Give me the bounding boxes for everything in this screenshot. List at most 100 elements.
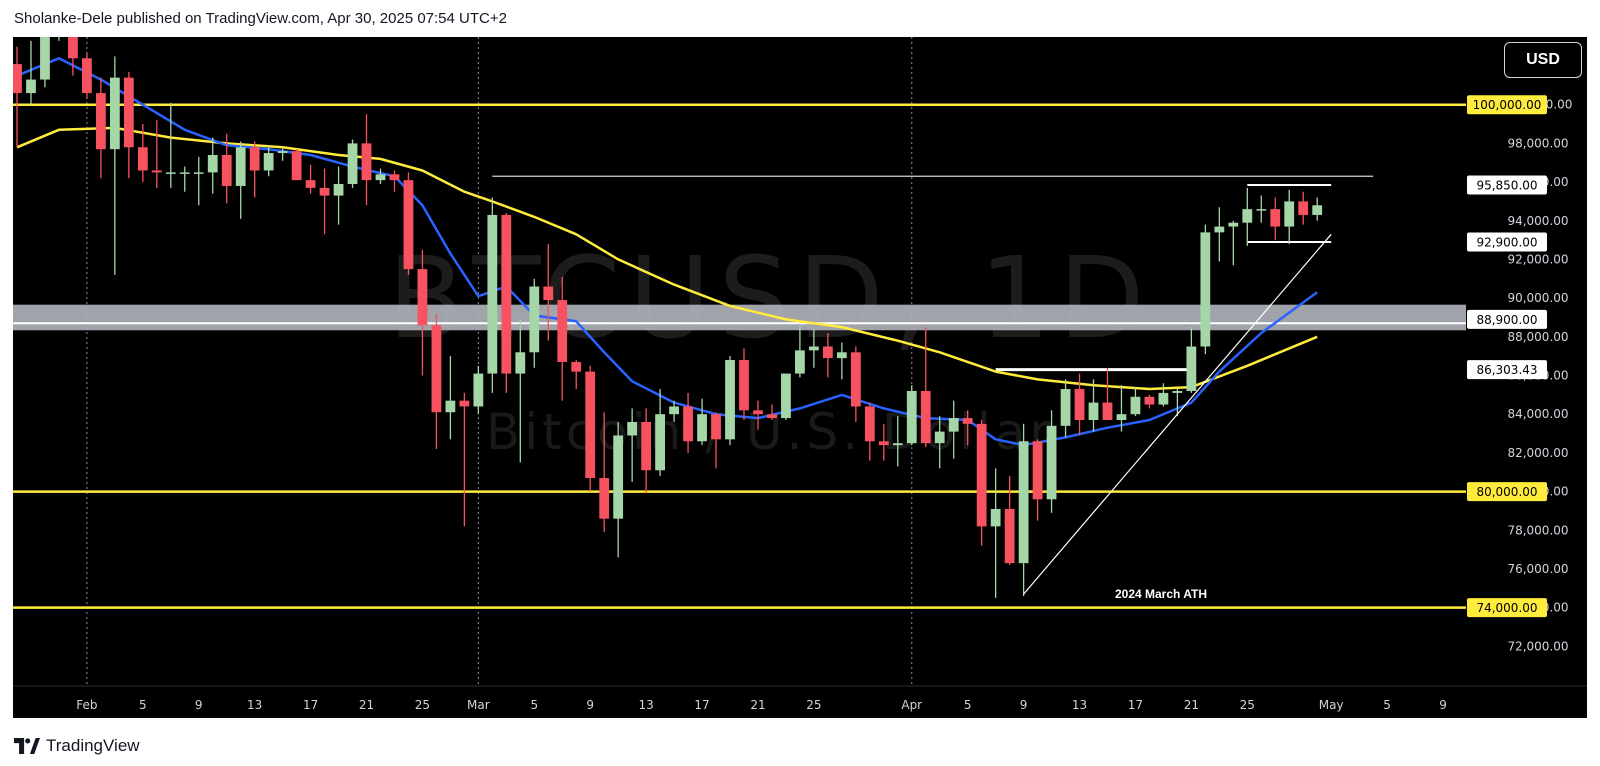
candle-down bbox=[767, 414, 777, 419]
candle-down bbox=[249, 147, 260, 171]
candle-up bbox=[948, 418, 959, 432]
time-tick-label: 13 bbox=[638, 698, 653, 712]
level-price-label: 80,000.00 bbox=[1476, 485, 1537, 499]
candle-up bbox=[347, 143, 358, 185]
candle-down bbox=[95, 93, 106, 150]
candle-down bbox=[711, 414, 721, 440]
candle-up bbox=[1130, 396, 1141, 415]
candle-up bbox=[613, 435, 624, 519]
plot-layer: BTCUSD, 1D Bitcoin / U.S. Dollar 2024 Marc… bbox=[13, 37, 1466, 685]
time-tick-label: 9 bbox=[195, 698, 203, 712]
candle-down bbox=[641, 421, 652, 471]
candle-up bbox=[1256, 209, 1267, 211]
candle-down bbox=[151, 170, 162, 173]
candle-down bbox=[850, 352, 861, 407]
range-top-price-label: 95,850.00 bbox=[1476, 178, 1537, 192]
candle-down bbox=[68, 37, 78, 59]
price-tick-label: 84,000.00 bbox=[1507, 407, 1568, 421]
time-tick-label: 21 bbox=[359, 698, 374, 712]
candle-up bbox=[655, 414, 665, 471]
candle-down bbox=[571, 361, 582, 372]
candle-up bbox=[263, 153, 274, 171]
candle-up bbox=[781, 373, 791, 419]
candle-up bbox=[809, 346, 819, 351]
time-tick-label: 5 bbox=[1383, 698, 1391, 712]
currency-button[interactable]: USD bbox=[1504, 42, 1582, 78]
candle-up bbox=[1284, 201, 1295, 227]
candle-up bbox=[193, 172, 204, 174]
candle-down bbox=[878, 441, 889, 446]
tradingview-footer: TradingView bbox=[14, 736, 140, 756]
time-tick-label: 25 bbox=[415, 698, 430, 712]
candle-down bbox=[739, 360, 749, 411]
price-tick-label: 82,000.00 bbox=[1507, 446, 1568, 460]
time-tick-label: 13 bbox=[1072, 698, 1087, 712]
candle-up bbox=[934, 431, 945, 444]
chart-area[interactable]: BTCUSD, 1D Bitcoin / U.S. Dollar 2024 Marc… bbox=[13, 37, 1587, 718]
candle-up bbox=[445, 400, 456, 413]
candle-up bbox=[795, 350, 805, 374]
candle-up bbox=[1116, 414, 1127, 420]
level-price-label: 74,000.00 bbox=[1476, 601, 1537, 615]
level-price-label-bg bbox=[1467, 598, 1547, 618]
time-tick-label: 9 bbox=[1020, 698, 1028, 712]
candle-up bbox=[40, 37, 50, 80]
candle-down bbox=[1102, 402, 1113, 420]
candle-down bbox=[753, 410, 763, 415]
candle-down bbox=[557, 300, 568, 362]
candle-down bbox=[431, 325, 442, 413]
candle-up bbox=[1186, 346, 1197, 391]
candle-up bbox=[515, 352, 526, 374]
candle-up bbox=[529, 286, 540, 353]
time-tick-label: 5 bbox=[964, 698, 972, 712]
candle-up bbox=[892, 443, 903, 446]
candle-up bbox=[697, 414, 707, 442]
candle-down bbox=[417, 269, 428, 326]
candle-up bbox=[1088, 402, 1099, 420]
level-price-label-bg bbox=[1467, 95, 1547, 115]
breakout-price-label-bg bbox=[1467, 360, 1547, 380]
candle-down bbox=[501, 214, 512, 374]
candle-up bbox=[235, 147, 246, 186]
time-tick-label: 17 bbox=[1128, 698, 1143, 712]
zone-price-label-bg bbox=[1467, 309, 1547, 329]
candle-up bbox=[333, 184, 344, 196]
candle-up bbox=[473, 373, 484, 407]
candle-up bbox=[207, 154, 218, 173]
price-tick-label: 76,000.00 bbox=[1507, 562, 1568, 576]
candle-up bbox=[1214, 226, 1225, 233]
candle-up bbox=[669, 406, 679, 415]
price-tick-label: 88,000.00 bbox=[1507, 330, 1568, 344]
ath-annotation: 2024 March ATH bbox=[1115, 587, 1207, 601]
range-bottom-price-label-bg bbox=[1467, 232, 1547, 252]
candle-up bbox=[1172, 390, 1183, 393]
candle-up bbox=[725, 360, 735, 440]
price-tick-label: 72,000.00 bbox=[1507, 639, 1568, 653]
candle-down bbox=[291, 151, 302, 181]
candle-down bbox=[1270, 209, 1281, 227]
price-tick-label: 92,000.00 bbox=[1507, 252, 1568, 266]
price-chart[interactable]: BTCUSD, 1D Bitcoin / U.S. Dollar 2024 Marc… bbox=[13, 37, 1587, 718]
level-price-label-bg bbox=[1467, 482, 1547, 502]
time-tick-label: 5 bbox=[139, 698, 147, 712]
tradingview-logo-icon bbox=[14, 738, 40, 754]
candle-down bbox=[137, 147, 148, 171]
candle-down bbox=[82, 58, 92, 94]
time-tick-label: 25 bbox=[806, 698, 821, 712]
candle-down bbox=[1004, 508, 1015, 564]
candle-up bbox=[1228, 222, 1239, 227]
zone-price-label: 88,900.00 bbox=[1476, 313, 1537, 327]
candle-up bbox=[165, 172, 176, 174]
price-tick-label: 94,000.00 bbox=[1507, 214, 1568, 228]
range-bottom-price-label: 92,900.00 bbox=[1476, 236, 1537, 250]
time-tick-label: 17 bbox=[694, 698, 709, 712]
candle-up bbox=[1046, 425, 1057, 500]
candle-up bbox=[627, 421, 638, 436]
candle-up bbox=[26, 79, 36, 94]
watermark-description: Bitcoin / U.S. Dollar bbox=[486, 403, 1054, 461]
candle-up bbox=[1242, 209, 1253, 223]
time-tick-label: 21 bbox=[750, 698, 765, 712]
candle-down bbox=[976, 423, 987, 527]
footer-brand: TradingView bbox=[46, 736, 140, 755]
candle-up bbox=[990, 508, 1001, 527]
